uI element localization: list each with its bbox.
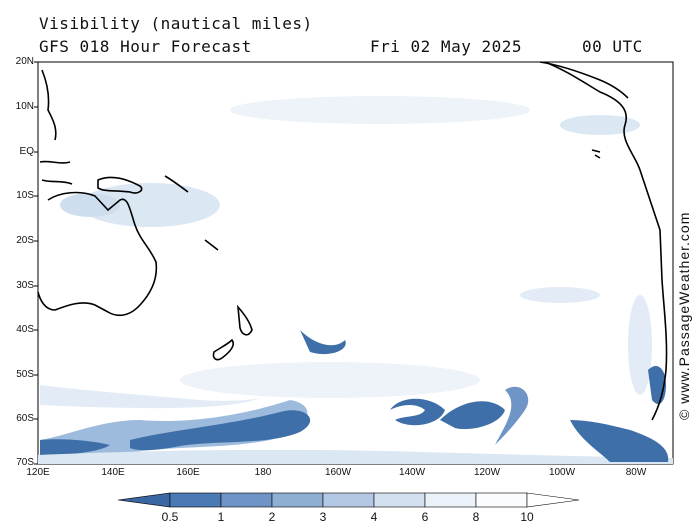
colorbar-label: 1 xyxy=(217,510,225,524)
philippines-coast xyxy=(41,69,57,141)
lon-label: 120E xyxy=(26,467,50,478)
lat-label: 20N xyxy=(15,56,34,67)
colorbar-label: 2 xyxy=(268,510,276,524)
lat-label: 70S xyxy=(16,457,34,468)
central-america-coast xyxy=(539,61,629,99)
visibility-shading xyxy=(38,96,673,464)
lat-label: 40S xyxy=(16,324,34,335)
credit-text: © www.PassageWeather.com xyxy=(676,211,692,420)
colorbar-segment xyxy=(169,492,222,508)
lon-label: 140W xyxy=(398,467,426,478)
colorbar-segment xyxy=(220,492,273,508)
colorbar-segment xyxy=(373,492,426,508)
lat-label: 50S xyxy=(16,369,34,380)
new-zealand-north xyxy=(236,304,253,336)
forecast-subtitle: GFS 018 Hour Forecast xyxy=(39,37,252,56)
map-title: Visibility (nautical miles) xyxy=(39,14,313,33)
lat-label: 10S xyxy=(16,190,34,201)
colorbar-label: 0.5 xyxy=(161,510,179,524)
colorbar-extend-high xyxy=(526,492,580,508)
lat-label: EQ xyxy=(19,146,34,157)
colorbar-label: 3 xyxy=(319,510,327,524)
lon-label: 160W xyxy=(324,467,352,478)
lat-label: 60S xyxy=(16,413,34,424)
colorbar-label: 8 xyxy=(472,510,480,524)
lat-label: 30S xyxy=(16,280,34,291)
colorbar-segment xyxy=(424,492,477,508)
colorbar-segment xyxy=(271,492,324,508)
indonesia-coast xyxy=(39,160,73,185)
colorbar-segment xyxy=(322,492,375,508)
colorbar-segment xyxy=(475,492,528,508)
coastlines xyxy=(37,61,668,421)
lon-label: 180 xyxy=(254,467,272,478)
lat-label: 20S xyxy=(16,235,34,246)
australia-coast xyxy=(37,191,158,317)
colorbar-label: 4 xyxy=(370,510,378,524)
forecast-date: Fri 02 May 2025 xyxy=(370,37,522,56)
lon-label: 120W xyxy=(473,467,501,478)
lon-label: 100W xyxy=(548,467,576,478)
colorbar-extend-low xyxy=(117,492,171,508)
galapagos xyxy=(591,149,601,159)
lon-label: 160E xyxy=(176,467,200,478)
new-guinea-coast xyxy=(97,176,143,194)
lat-label: 10N xyxy=(15,101,34,112)
lon-label: 140E xyxy=(101,467,125,478)
solomon-islands xyxy=(164,175,189,193)
forecast-time: 00 UTC xyxy=(582,37,643,56)
new-caledonia xyxy=(204,239,219,251)
south-america-coast xyxy=(544,61,668,421)
colorbar xyxy=(117,492,580,508)
colorbar-label: 6 xyxy=(421,510,429,524)
lon-label: 80W xyxy=(625,467,647,478)
colorbar-label: 10 xyxy=(520,510,534,524)
new-zealand-south xyxy=(212,338,235,361)
